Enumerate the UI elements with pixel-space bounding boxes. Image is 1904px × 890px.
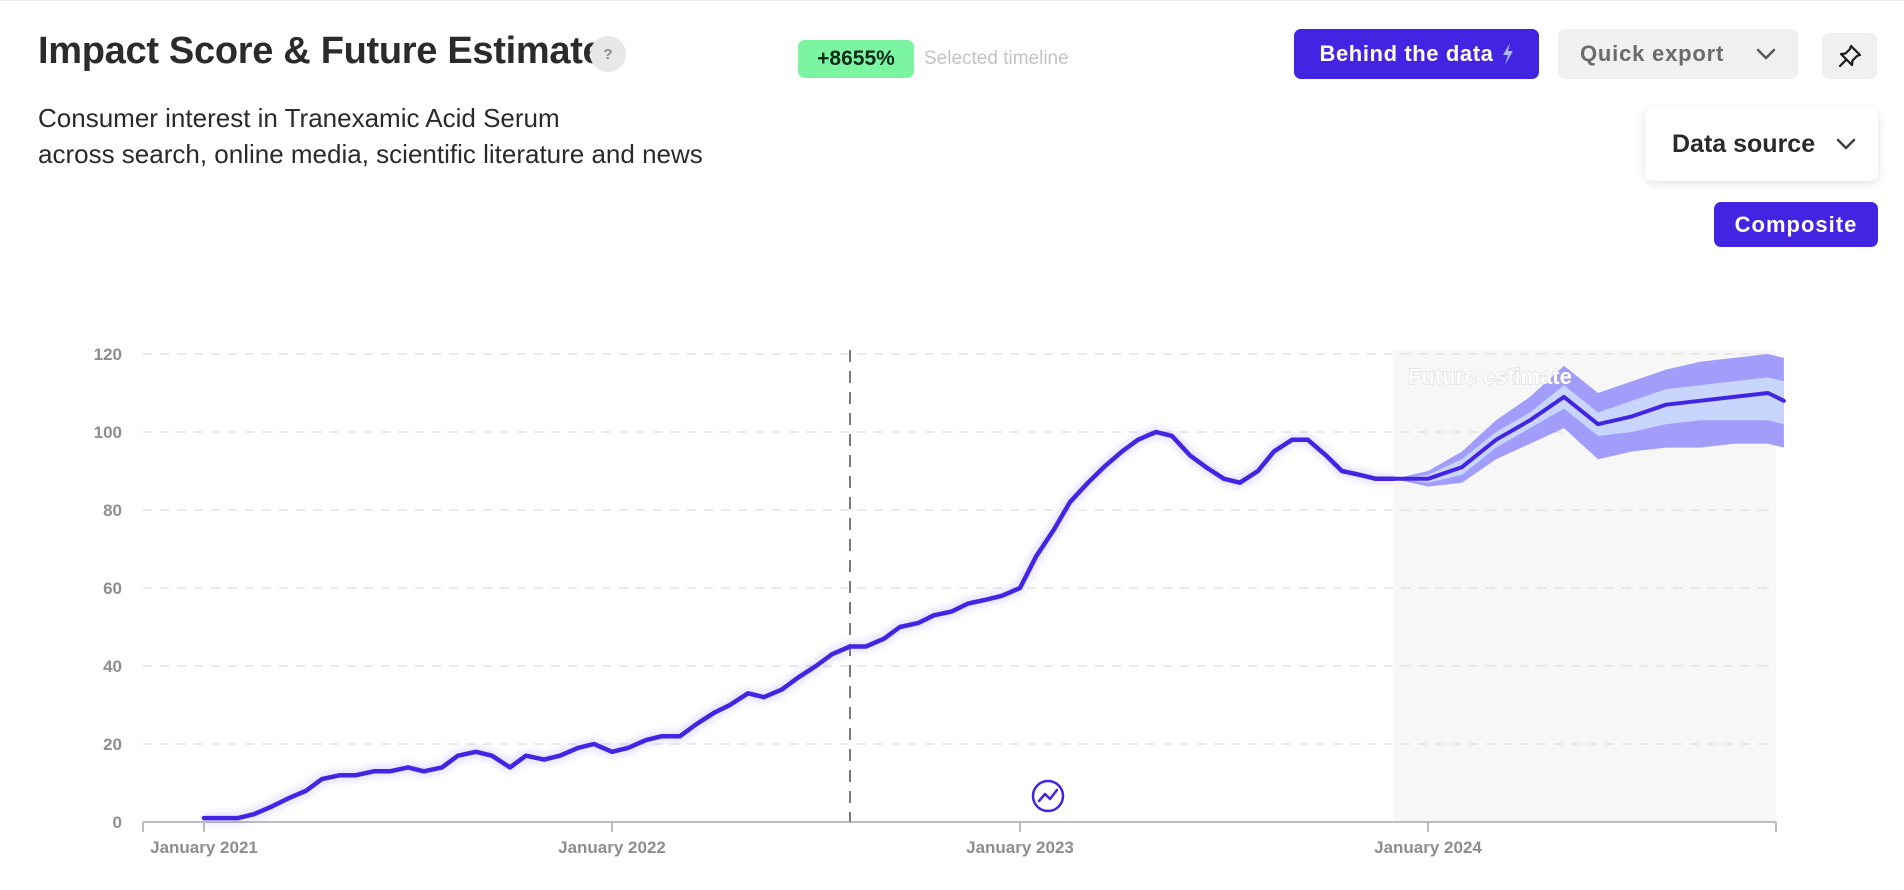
data-source-dropdown[interactable]: Data source xyxy=(1645,107,1878,181)
chevron-down-icon xyxy=(1836,138,1856,150)
future-estimate-line xyxy=(1392,391,1786,481)
chevron-down-icon xyxy=(1756,48,1776,60)
y-tick-label: 20 xyxy=(103,735,122,754)
change-note: Selected timeline xyxy=(924,48,1069,69)
series-glow xyxy=(204,427,1394,824)
x-tick-label: January 2024 xyxy=(1374,838,1482,857)
subtitle-line-2: across search, online media, scientific … xyxy=(38,139,703,169)
pin-button[interactable] xyxy=(1822,33,1877,79)
y-tick-label: 0 xyxy=(113,813,122,832)
y-tick-label: 120 xyxy=(94,345,122,364)
x-tick-label: January 2021 xyxy=(150,838,258,857)
y-tick-label: 40 xyxy=(103,657,122,676)
page-title: Impact Score & Future Estimate xyxy=(38,30,604,72)
x-tick-label: January 2023 xyxy=(966,838,1074,857)
y-tick-label: 100 xyxy=(94,423,122,442)
top-divider xyxy=(0,0,1904,1)
y-tick-label: 60 xyxy=(103,579,122,598)
y-tick-label: 80 xyxy=(103,501,122,520)
change-badge: +8655% xyxy=(798,40,914,78)
pin-icon xyxy=(1838,44,1861,68)
trend-icon-stroke xyxy=(1037,788,1059,803)
behind-the-data-label: Behind the data xyxy=(1319,41,1494,66)
impact-score-line xyxy=(201,429,1397,821)
lightning-icon xyxy=(1502,43,1513,65)
composite-button[interactable]: Composite xyxy=(1714,202,1878,247)
behind-the-data-button[interactable]: Behind the data xyxy=(1294,29,1539,79)
quick-export-label: Quick export xyxy=(1580,41,1725,66)
chart-subtitle: Consumer interest in Tranexamic Acid Ser… xyxy=(38,100,703,172)
future-estimate-label: Future estimate xyxy=(1408,364,1572,389)
subtitle-line-1: Consumer interest in Tranexamic Acid Ser… xyxy=(38,103,560,133)
quick-export-button[interactable]: Quick export xyxy=(1558,29,1798,79)
help-icon[interactable]: ? xyxy=(590,36,626,72)
data-source-label: Data source xyxy=(1672,129,1816,158)
x-tick-label: January 2022 xyxy=(558,838,666,857)
